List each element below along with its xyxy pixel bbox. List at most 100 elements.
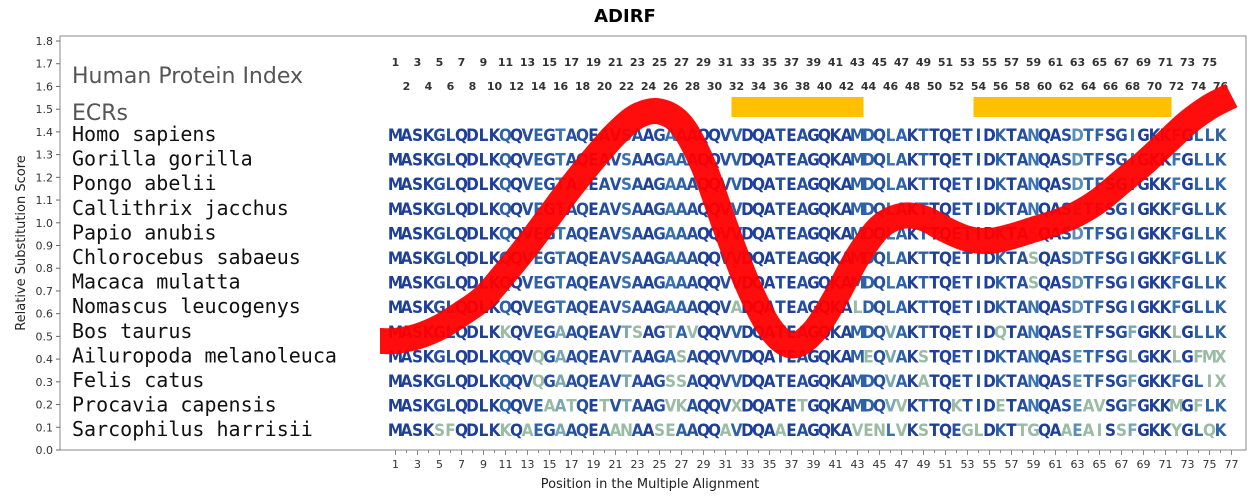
residue: Q bbox=[939, 175, 952, 195]
x-tick-label: 69 bbox=[1137, 458, 1151, 471]
residue: K bbox=[1149, 323, 1162, 343]
residue: Q bbox=[818, 397, 831, 417]
residue: E bbox=[786, 298, 796, 318]
residue: G bbox=[653, 274, 666, 294]
residue: A bbox=[599, 274, 611, 294]
x-tick-label: 67 bbox=[1115, 458, 1129, 471]
y-tick-label: 0.8 bbox=[36, 262, 54, 275]
residue: L bbox=[446, 200, 456, 220]
residue: K bbox=[1149, 347, 1162, 367]
species-label: Procavia capensis bbox=[72, 393, 277, 417]
residue: I bbox=[976, 347, 982, 367]
residue: E bbox=[588, 397, 598, 417]
residue: T bbox=[1017, 421, 1028, 441]
x-tick-label: 35 bbox=[763, 458, 777, 471]
residue: A bbox=[1017, 175, 1029, 195]
residue: T bbox=[1006, 323, 1017, 343]
position-number: 9 bbox=[480, 56, 488, 69]
residue: K bbox=[1160, 249, 1173, 269]
residue: Q bbox=[510, 151, 523, 171]
residue: G bbox=[1137, 126, 1150, 146]
residue: S bbox=[1105, 323, 1116, 343]
residue: S bbox=[918, 347, 929, 367]
position-number: 73 bbox=[1180, 56, 1195, 69]
position-number: 1 bbox=[392, 56, 400, 69]
residue: T bbox=[1006, 421, 1017, 441]
residue: F bbox=[1127, 323, 1137, 343]
residue: D bbox=[862, 397, 875, 417]
residue: I bbox=[1130, 224, 1136, 244]
residue: A bbox=[1083, 421, 1095, 441]
residue: S bbox=[412, 200, 423, 220]
residue: G bbox=[433, 126, 446, 146]
residue: A bbox=[643, 421, 655, 441]
residue: A bbox=[896, 372, 908, 392]
residue: K bbox=[1160, 347, 1173, 367]
x-tick-label: 71 bbox=[1159, 458, 1173, 471]
residue: Q bbox=[873, 372, 886, 392]
residue: A bbox=[555, 347, 567, 367]
residue: D bbox=[741, 347, 754, 367]
residue: D bbox=[741, 151, 754, 171]
residue: Q bbox=[510, 298, 523, 318]
residue: G bbox=[807, 372, 820, 392]
residue: L bbox=[479, 224, 489, 244]
residue: I bbox=[1130, 249, 1136, 269]
residue: A bbox=[676, 200, 688, 220]
residue: K bbox=[1215, 298, 1228, 318]
residue: G bbox=[1181, 274, 1194, 294]
residue: K bbox=[830, 126, 843, 146]
x-tick-label: 21 bbox=[609, 458, 623, 471]
residue: L bbox=[479, 175, 489, 195]
residue: A bbox=[599, 298, 611, 318]
residue: F bbox=[1094, 126, 1104, 146]
residue: V bbox=[610, 200, 622, 220]
residue: Y bbox=[1170, 421, 1183, 441]
residue: K bbox=[995, 298, 1008, 318]
residue: Q bbox=[532, 372, 545, 392]
residue: L bbox=[1194, 200, 1204, 220]
residue: K bbox=[907, 421, 920, 441]
residue: S bbox=[621, 224, 632, 244]
residue: A bbox=[665, 347, 677, 367]
residue: Q bbox=[818, 151, 831, 171]
residue: E bbox=[786, 249, 796, 269]
residue: Q bbox=[455, 151, 468, 171]
position-number: 60 bbox=[1037, 80, 1053, 93]
residue: Q bbox=[708, 274, 721, 294]
residue: G bbox=[1137, 347, 1150, 367]
residue: A bbox=[643, 175, 655, 195]
residue: S bbox=[1061, 274, 1072, 294]
substitution-score-curve bbox=[379, 83, 1238, 359]
residue: D bbox=[862, 126, 875, 146]
residue: N bbox=[1027, 175, 1040, 195]
position-number: 38 bbox=[795, 80, 810, 93]
residue: G bbox=[1115, 200, 1128, 220]
residue: V bbox=[731, 175, 743, 195]
residue: N bbox=[873, 421, 886, 441]
residue: T bbox=[1083, 126, 1094, 146]
residue: K bbox=[1215, 249, 1228, 269]
residue: A bbox=[555, 397, 567, 417]
residue: Q bbox=[532, 347, 545, 367]
residue: G bbox=[543, 298, 556, 318]
residue: D bbox=[983, 347, 996, 367]
residue: Q bbox=[1038, 274, 1051, 294]
residue: A bbox=[764, 421, 776, 441]
residue: L bbox=[1205, 126, 1215, 146]
residue: A bbox=[401, 274, 413, 294]
position-number: 33 bbox=[740, 56, 755, 69]
residue: T bbox=[1006, 274, 1017, 294]
position-number: 35 bbox=[762, 56, 777, 69]
residue: S bbox=[1061, 323, 1072, 343]
residue: T bbox=[962, 347, 973, 367]
residue: T bbox=[918, 151, 929, 171]
residue: A bbox=[401, 421, 413, 441]
residue: S bbox=[1105, 151, 1116, 171]
position-number: 4 bbox=[425, 80, 433, 93]
residue: M bbox=[850, 200, 865, 220]
residue: T bbox=[1083, 175, 1094, 195]
